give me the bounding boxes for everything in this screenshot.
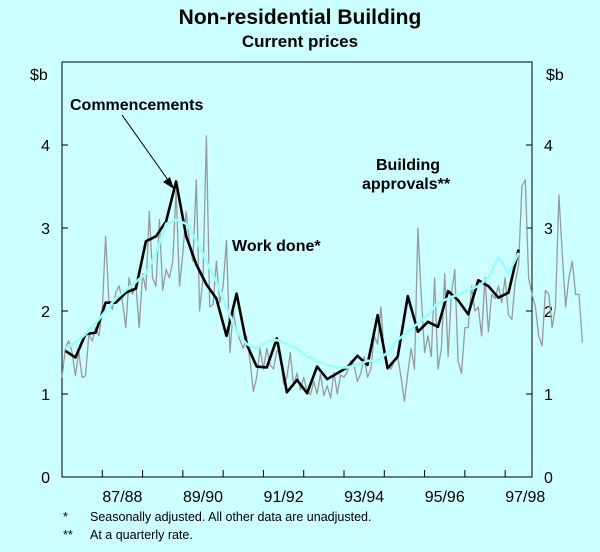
commencements-arrow-head [163, 177, 174, 189]
chart-title: Non-residential Building [179, 6, 422, 29]
footnote-2-mark: ** [63, 528, 73, 542]
x-tick-label: 97/98 [505, 489, 545, 506]
y-tick-label-left: 2 [41, 304, 50, 321]
series-line-commencements [64, 180, 520, 395]
y-tick-label-left: 3 [41, 221, 50, 238]
plot-frame [61, 61, 533, 478]
annotation-building-approvals-line1: Building [376, 157, 440, 174]
annotation-work-done: Work done* [232, 238, 321, 255]
x-tick-label: 93/94 [344, 489, 384, 506]
y-tick-label-right: 2 [544, 304, 553, 321]
y-unit-right: $b [546, 67, 564, 84]
annotation-commencements: Commencements [70, 97, 203, 114]
y-tick-label-right: 1 [544, 387, 553, 404]
y-tick-label-right: 3 [544, 221, 553, 238]
commencements-arrow-shaft [121, 114, 169, 181]
y-tick-label-left: 4 [41, 138, 50, 155]
annotation-building-approvals-line2: approvals** [362, 176, 451, 193]
y-tick-label-left: 1 [41, 387, 50, 404]
series-line-building-approvals [61, 135, 584, 403]
tick-layer: 0 0 1 1 2 2 3 3 4 4 87/88 89/90 91/92 93/94 95/96 97/98 [41, 138, 553, 506]
footnote-1-mark: * [63, 510, 68, 524]
x-tick-label: 89/90 [183, 489, 223, 506]
y-tick-label-right: 4 [544, 138, 553, 155]
footnote-2-text: At a quarterly rate. [90, 528, 193, 542]
footnote-1-text: Seasonally adjusted. All other data are … [90, 510, 371, 524]
y-tick-label-left: 0 [41, 470, 50, 487]
x-tick-label: 91/92 [264, 489, 304, 506]
x-tick-label: 95/96 [425, 489, 465, 506]
series-line-work-done [64, 218, 520, 369]
y-tick-label-right: 0 [544, 470, 553, 487]
series-layer [61, 135, 584, 403]
x-tick-label: 87/88 [102, 489, 142, 506]
chart-subtitle: Current prices [242, 32, 358, 51]
y-unit-left: $b [30, 67, 48, 84]
